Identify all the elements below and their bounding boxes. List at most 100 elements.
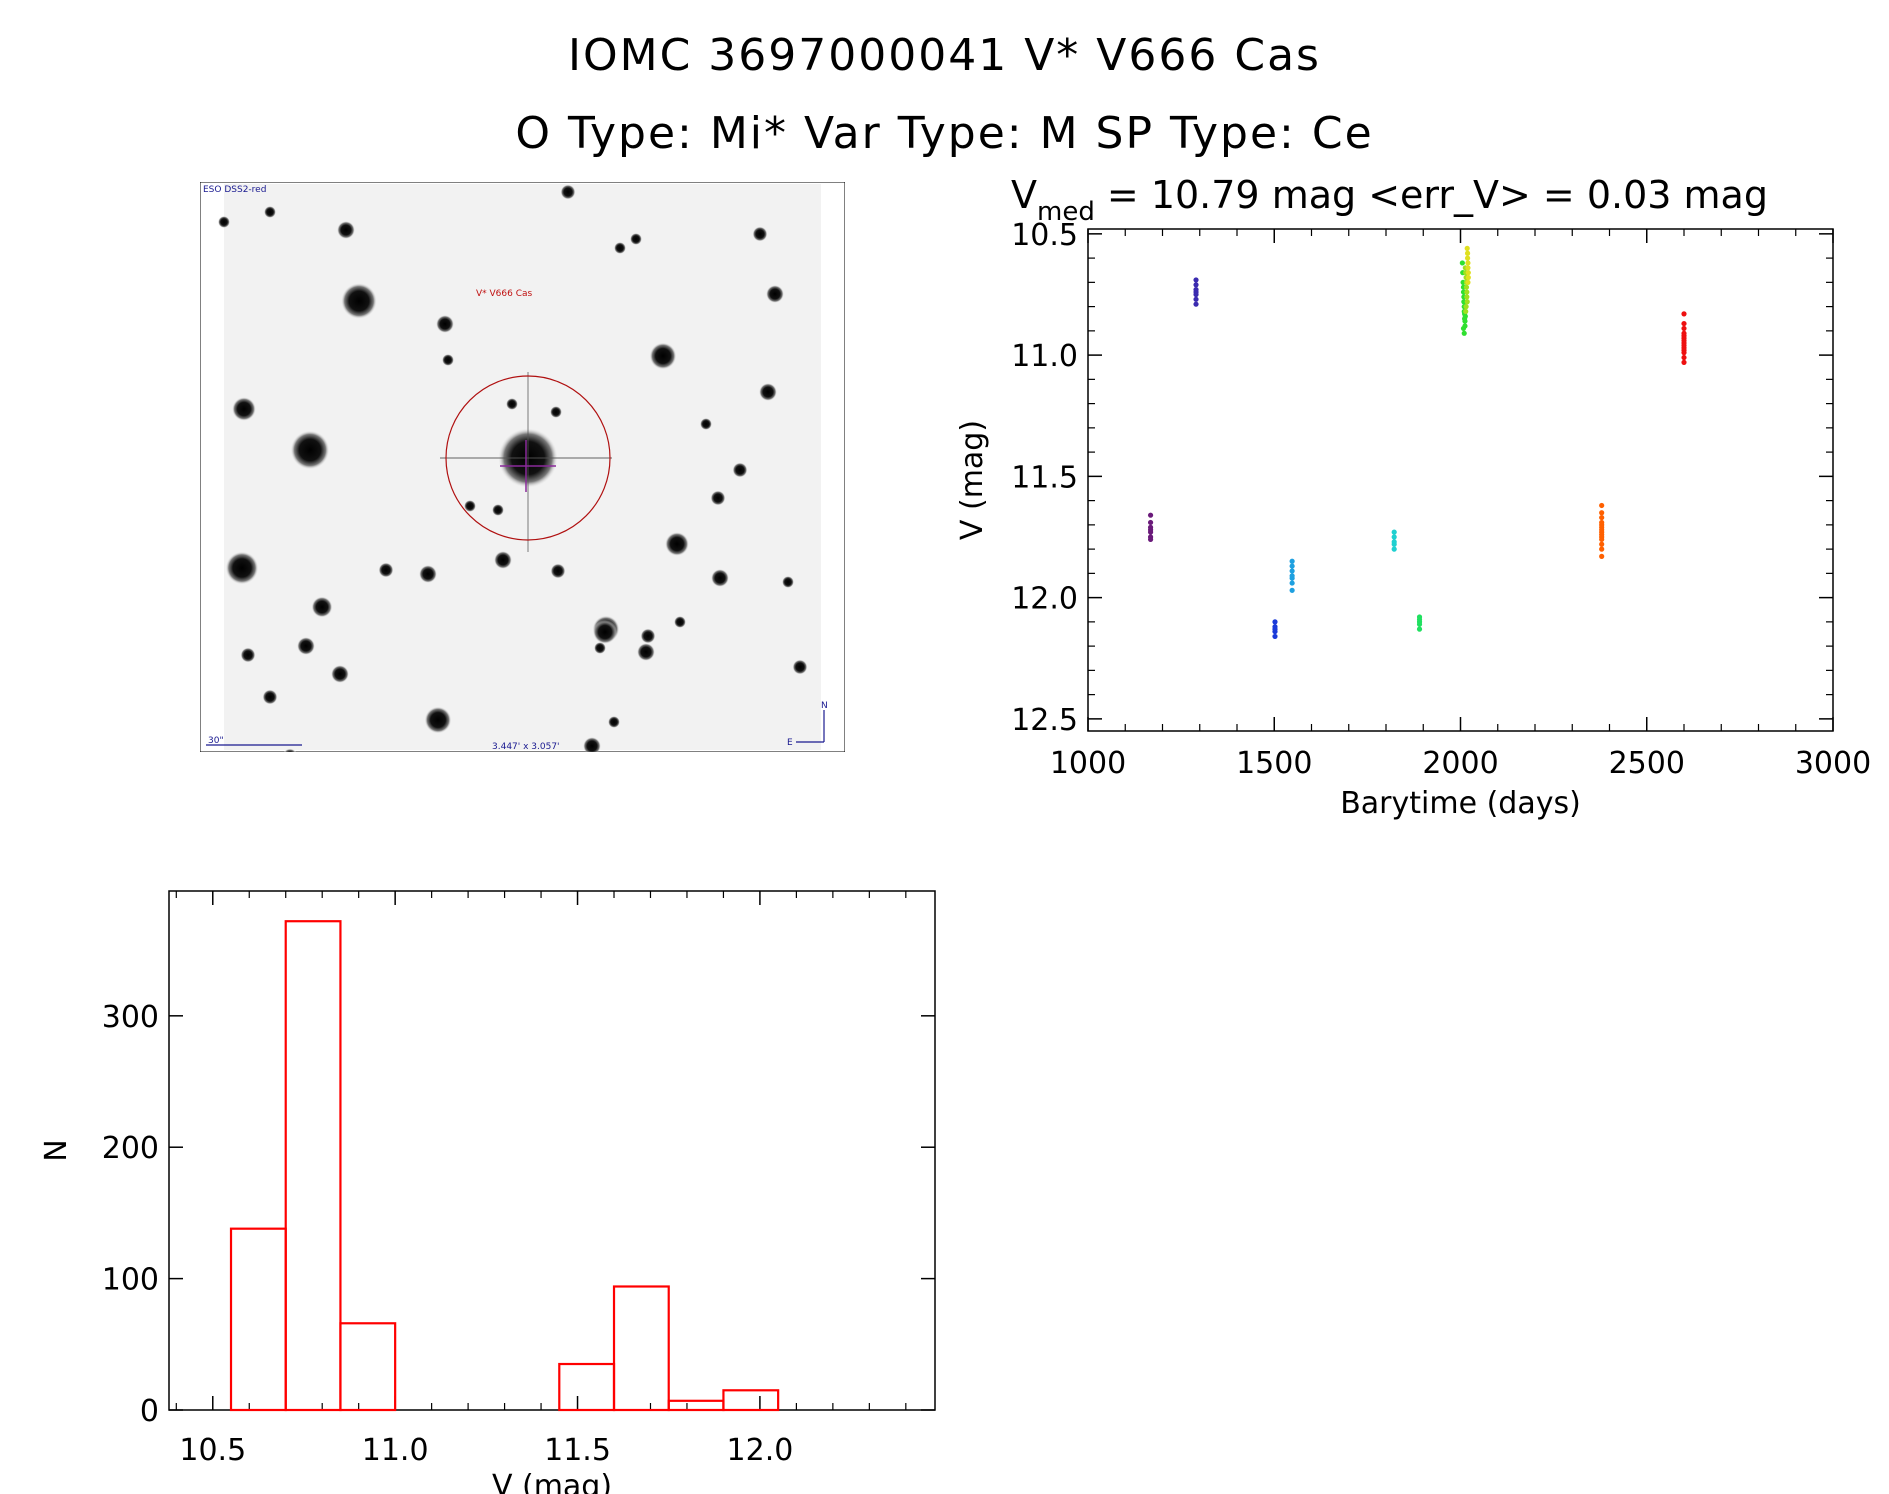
star-21 (297, 637, 315, 655)
hist-xtick-label: 11.5 (544, 1433, 611, 1468)
star-38 (792, 659, 808, 675)
lc-point-g7 (1460, 284, 1467, 290)
star-13 (593, 620, 617, 644)
lc-point-g5 (1391, 529, 1397, 535)
finder-chart: ESO DSS2-red V* V666 Cas 30" 3.447' x 3.… (200, 182, 845, 752)
lc-point-g10 (1599, 541, 1605, 547)
lc-point-g8 (1463, 270, 1469, 276)
lc-point-g4 (1289, 558, 1295, 564)
lc-axes-box (1087, 228, 1834, 732)
lc-point-g7 (1461, 316, 1468, 322)
lc-point-g2 (1193, 296, 1199, 302)
page-title: IOMC 3697000041 V* V666 Cas (568, 30, 1321, 81)
lc-point-g1 (1147, 527, 1154, 533)
star-17 (419, 565, 437, 583)
lc-xtick-label: 1000 (1050, 746, 1126, 781)
star-39 (782, 576, 794, 588)
lc-point-g11 (1681, 347, 1687, 353)
target-circle (445, 375, 611, 541)
lc-point-g10 (1599, 502, 1605, 509)
star-3 (225, 551, 259, 585)
star-47 (637, 643, 655, 661)
star-25 (752, 226, 768, 242)
lc-ytick-label: 10.5 (1011, 218, 1078, 253)
lc-point-g7 (1462, 318, 1468, 324)
star-46 (594, 642, 606, 654)
lc-point-g8 (1463, 308, 1469, 315)
hist-ytick-label: 0 (140, 1394, 159, 1429)
star-36 (550, 406, 562, 418)
star-31 (283, 748, 297, 752)
hist-xtick-label: 10.5 (179, 1433, 246, 1468)
star-34 (759, 383, 777, 401)
lc-point-g3 (1272, 633, 1278, 640)
lc-point-g11 (1681, 325, 1687, 332)
lc-point-g4 (1289, 573, 1295, 579)
hist-bar (612, 1285, 670, 1412)
star-35 (506, 398, 518, 410)
target-label: V* V666 Cas (476, 289, 533, 299)
lc-point-g1 (1147, 519, 1154, 526)
lc-point-g4 (1289, 575, 1295, 581)
lc-point-g7 (1461, 308, 1467, 315)
lc-point-g4 (1289, 580, 1295, 586)
hist-bar (722, 1389, 780, 1412)
lc-point-g9 (1465, 260, 1471, 266)
star-26 (732, 462, 748, 478)
lc-point-g10 (1599, 524, 1605, 530)
lc-point-g10 (1599, 514, 1605, 521)
lc-point-g9 (1465, 270, 1471, 276)
lc-point-g7 (1461, 311, 1468, 317)
lc-point-g7 (1461, 304, 1467, 310)
lc-point-g2 (1193, 289, 1199, 295)
star-18 (710, 490, 726, 506)
hist-ytick-label: 300 (102, 1000, 159, 1035)
lc-ytick-label: 11.0 (1011, 339, 1078, 374)
star-44 (700, 418, 712, 430)
star-1 (290, 430, 330, 470)
lc-point-g7 (1462, 313, 1468, 319)
lc-point-g11 (1681, 335, 1687, 341)
lc-point-g6 (1416, 614, 1423, 620)
lc-point-g10 (1599, 546, 1605, 552)
lc-point-g3 (1272, 619, 1278, 625)
star-42 (464, 500, 476, 512)
star-41 (264, 206, 276, 218)
lc-point-g11 (1681, 342, 1687, 349)
star-19 (711, 569, 729, 587)
hist-xlabel: V (mag) (492, 1469, 612, 1494)
lc-point-g11 (1681, 333, 1687, 339)
star-43 (492, 504, 504, 516)
lc-point-g8 (1464, 299, 1470, 305)
star-24 (583, 737, 601, 752)
lc-point-g10 (1599, 522, 1605, 528)
lc-point-g5 (1391, 546, 1397, 552)
star-29 (608, 716, 620, 728)
star-40 (218, 216, 230, 228)
lc-point-g2 (1193, 277, 1199, 283)
lc-point-g4 (1289, 563, 1295, 569)
hist-ytick-label: 100 (102, 1263, 159, 1298)
star-28 (331, 665, 349, 683)
lc-point-g1 (1147, 529, 1154, 535)
lc-point-g7 (1459, 260, 1465, 266)
hist-ylabel: N (39, 1139, 74, 1161)
lc-point-g7 (1461, 299, 1467, 305)
lc-point-g3 (1272, 628, 1278, 635)
scale-label: 30" (208, 736, 224, 746)
svg-text:Vmed = 10.79 mag <err_V> = 0.0: Vmed = 10.79 mag <err_V> = 0.03 mag (1011, 173, 1768, 227)
fov-label: 3.447' x 3.057' (492, 742, 560, 752)
hist-axes-box (168, 890, 936, 1411)
lc-point-g7 (1462, 323, 1468, 329)
lc-point-g9 (1465, 279, 1471, 285)
star-4 (424, 706, 452, 734)
star-9 (311, 596, 333, 618)
lc-point-g1 (1147, 524, 1154, 530)
north-label: N (821, 701, 828, 711)
lc-point-g7 (1460, 270, 1466, 276)
star-20 (240, 647, 256, 663)
lc-point-g8 (1464, 289, 1470, 295)
lc-point-g7 (1460, 279, 1466, 285)
hist-bar (558, 1362, 616, 1412)
lc-point-g6 (1416, 616, 1423, 623)
